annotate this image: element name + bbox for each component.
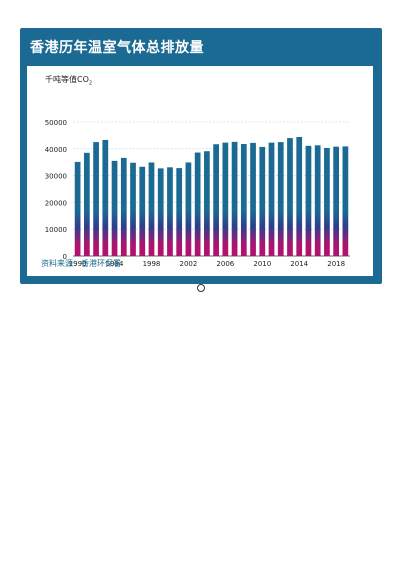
bar-2003 <box>194 152 201 256</box>
bar-2013 <box>287 138 293 256</box>
y-tick-label: 40000 <box>45 146 67 154</box>
bar-2014 <box>296 137 303 256</box>
x-tick-label: 1990 <box>69 260 87 268</box>
unit-prefix: 千吨等值CO <box>45 75 89 84</box>
bar-2006 <box>222 142 229 256</box>
bar-1998 <box>148 162 155 256</box>
bar-1997 <box>139 166 146 256</box>
y-tick-label: 50000 <box>45 119 67 127</box>
x-tick-label: 1994 <box>106 260 124 268</box>
y-tick-label: 30000 <box>45 173 67 181</box>
x-tick-label: 1998 <box>143 260 161 268</box>
y-axis-unit-label: 千吨等值CO2 <box>45 74 92 87</box>
y-tick-label: 20000 <box>45 199 67 207</box>
bar-2017 <box>324 147 330 256</box>
bar-1994 <box>111 160 118 256</box>
bar-2005 <box>213 144 219 256</box>
source-note: 资料来源：香港环保署 <box>41 259 121 268</box>
bar-2009 <box>250 142 256 256</box>
unit-subscript: 2 <box>88 80 93 87</box>
bar-2008 <box>240 143 247 256</box>
bar-2016 <box>314 145 321 256</box>
bar-2015 <box>305 145 312 256</box>
bar-1991 <box>83 152 90 256</box>
bar-1995 <box>120 157 127 256</box>
bar-2000 <box>167 167 173 256</box>
x-tick-label: 2018 <box>327 260 345 268</box>
chart-area: 千吨等值CO2 0 10000 20000 30000 40000 50000 1990 19… <box>27 66 373 276</box>
bar-1996 <box>130 162 136 256</box>
bar-2019 <box>342 146 349 256</box>
bar-chart: 0 10000 20000 30000 40000 50000 1990 1994 1998 20… <box>45 119 350 268</box>
bar-1992 <box>93 142 99 256</box>
bar-2012 <box>277 142 284 256</box>
bar-1990 <box>74 161 81 256</box>
bar-2002 <box>185 162 192 256</box>
x-tick-label: 2014 <box>290 260 308 268</box>
x-tick-label: 2006 <box>216 260 234 268</box>
x-tick-label: 2002 <box>180 260 198 268</box>
y-tick-label: 10000 <box>45 226 67 234</box>
bar-2001 <box>176 168 183 256</box>
bar-2007 <box>231 141 238 256</box>
chart-title: 香港历年温室气体总排放量 <box>30 40 204 56</box>
page-indicator-dot[interactable] <box>197 284 205 292</box>
bar-2010 <box>259 146 266 256</box>
bar-2011 <box>268 142 275 256</box>
y-tick-label: 0 <box>63 253 67 261</box>
x-tick-label: 2010 <box>253 260 271 268</box>
chart-panel: 香港历年温室气体总排放量 千吨等值CO2 0 10000 20000 30000 400… <box>20 28 382 284</box>
bar-1993 <box>102 139 109 256</box>
bar-1999 <box>157 168 164 256</box>
bar-2018 <box>333 146 340 256</box>
bar-2004 <box>204 151 210 256</box>
